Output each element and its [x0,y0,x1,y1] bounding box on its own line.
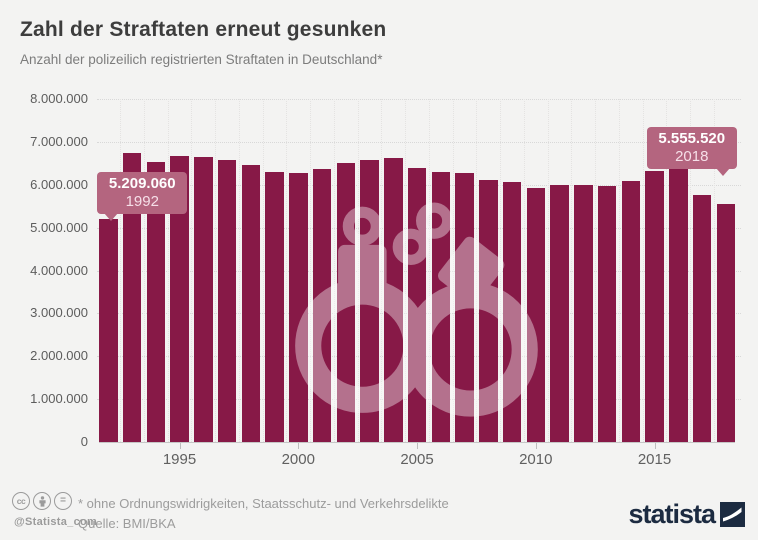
vertical-gridline [405,99,407,442]
bar-2017 [692,194,712,442]
bar-2009 [502,182,522,442]
y-tick-label: 1.000.000 [30,391,88,407]
callout-1992: 5.209.060 1992 [97,171,188,221]
vertical-gridline [191,99,193,442]
bar-2002 [336,163,355,442]
callout-pointer [715,167,730,176]
plot-area: 1995 2000 2005 2010 2015 5.209.060 1992 5.555.5… [97,99,741,468]
callout-year: 2018 [675,147,709,165]
vertical-gridline [476,99,478,442]
bar-2018 [716,203,735,442]
bar-2007 [455,172,474,442]
vertical-gridline [143,99,145,442]
cc-icon: cc [12,492,30,510]
bar-2008 [479,179,498,442]
statista-logo-mark [720,502,745,527]
vertical-gridline [238,99,240,442]
vertical-gridline [310,99,312,442]
y-tick-label: 4.000.000 [30,262,88,278]
y-axis-labels: 8.000.000 7.000.000 6.000.000 5.000.000 4.00… [0,91,88,449]
vertical-gridline [690,99,692,442]
bar-2016 [669,168,688,442]
vertical-gridline [167,99,169,442]
bar-2006 [431,171,450,442]
bar-2003 [360,160,379,442]
bar-1993 [122,152,142,442]
vertical-gridline [595,99,597,442]
bar-1999 [265,171,284,442]
x-tick [654,443,656,449]
statista-logo-text: statista [628,499,716,529]
bar-1996 [194,156,213,442]
x-tick [535,443,537,449]
vertical-gridline [713,99,715,442]
bar-1997 [217,159,237,442]
callout-2018: 5.555.520 2018 [646,126,737,176]
vertical-gridline [215,99,217,442]
vertical-gridline [286,99,288,442]
bar-2013 [597,186,617,442]
vertical-gridline [523,99,525,442]
x-tick-label: 2005 [400,451,434,468]
bar-1998 [241,165,260,442]
vertical-gridline [262,99,264,442]
y-tick-label: 3.000.000 [30,305,88,321]
statista-handle: @Statista_com [14,516,98,528]
bar-2004 [384,157,403,442]
no-derivatives-icon: = [54,492,72,510]
page-title: Zahl der Straftaten erneut gesunken [20,18,387,41]
y-tick-label: 6.000.000 [30,176,88,192]
bar-2010 [526,187,545,442]
source: Quelle: BMI/BKA [78,516,176,531]
callout-year: 1992 [125,192,159,210]
vertical-gridline [618,99,620,442]
vertical-gridline [381,99,383,442]
y-tick-label: 0 [80,434,88,449]
bar-2005 [407,167,427,442]
attribution-icon [33,492,51,510]
statista-logo: statista [628,501,745,528]
gridline [97,99,741,100]
vertical-gridline [357,99,359,442]
bar-2012 [574,184,593,442]
x-tick-label: 2015 [637,451,672,468]
x-tick [298,443,300,449]
y-tick-label: 7.000.000 [30,133,88,149]
bar-2011 [550,185,569,442]
vertical-gridline [333,99,335,442]
bar-2015 [645,170,664,442]
vertical-gridline [571,99,573,442]
callout-value: 5.555.520 [658,129,726,147]
license-icons: cc = [12,492,72,510]
callout-value: 5.209.060 [108,174,176,192]
bar-2000 [289,173,308,442]
bar-2001 [312,169,332,442]
x-tick [179,443,181,449]
y-tick-label: 5.000.000 [30,219,88,235]
x-tick [417,443,418,449]
y-tick-label: 2.000.000 [30,348,88,364]
vertical-gridline [500,99,502,442]
vertical-gridline [642,99,644,442]
callout-pointer [104,212,119,221]
x-tick-label: 2010 [519,451,553,468]
gridline [97,141,741,143]
y-tick-label: 8.000.000 [30,91,88,106]
vertical-gridline [120,99,122,442]
vertical-gridline [666,99,668,442]
vertical-gridline [428,99,430,442]
page-subtitle: Anzahl der polizeilich registrierten Str… [20,52,383,67]
x-tick-label: 2000 [281,451,315,468]
bar-1992 [99,218,118,442]
bar-2014 [621,181,640,442]
footnote: * ohne Ordnungswidrigkeiten, Staatsschut… [78,496,449,511]
x-tick-label: 1995 [162,451,197,468]
bar-1995 [170,156,189,442]
vertical-gridline [452,99,454,442]
vertical-gridline [547,99,549,442]
bar-1994 [146,161,165,442]
